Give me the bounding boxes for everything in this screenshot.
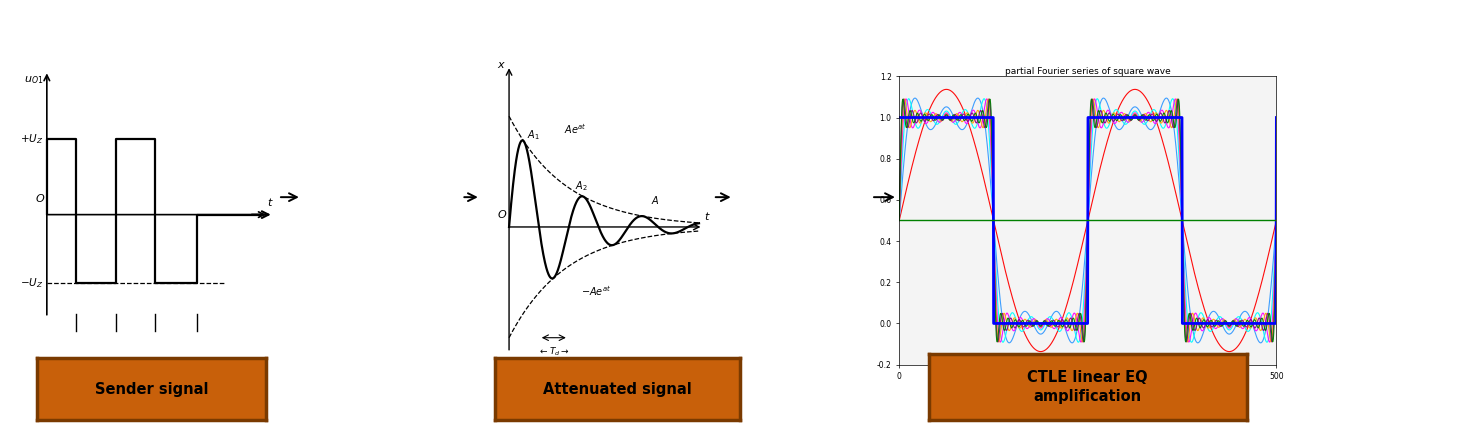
Text: $O$: $O$ [34,192,44,204]
Text: $A$: $A$ [651,194,660,206]
Text: $t$: $t$ [704,210,711,222]
Text: Transmission
line: Transmission line [319,186,442,230]
Text: Sender signal: Sender signal [95,382,209,396]
Text: $A_2$: $A_2$ [575,179,587,193]
Text: $t$: $t$ [266,196,274,208]
Text: Attenuated signal: Attenuated signal [543,382,692,396]
Text: $x$: $x$ [497,60,506,70]
Text: $u_{O1}$: $u_{O1}$ [24,74,43,86]
Text: $O$: $O$ [497,208,507,220]
Text: $+U_Z$: $+U_Z$ [21,132,44,146]
Text: $-Ae^{at}$: $-Ae^{at}$ [581,284,611,298]
Text: $A_1$: $A_1$ [527,128,540,142]
Text: CTLE linear EQ
amplification: CTLE linear EQ amplification [1028,369,1148,404]
Text: $-U_Z$: $-U_Z$ [21,276,44,290]
Text: $\leftarrow T_d \rightarrow$: $\leftarrow T_d \rightarrow$ [538,346,569,358]
Text: $Ae^{at}$: $Ae^{at}$ [563,123,586,136]
Text: Linear
EQ: Linear EQ [768,185,836,231]
Title: partial Fourier series of square wave: partial Fourier series of square wave [1004,67,1171,75]
